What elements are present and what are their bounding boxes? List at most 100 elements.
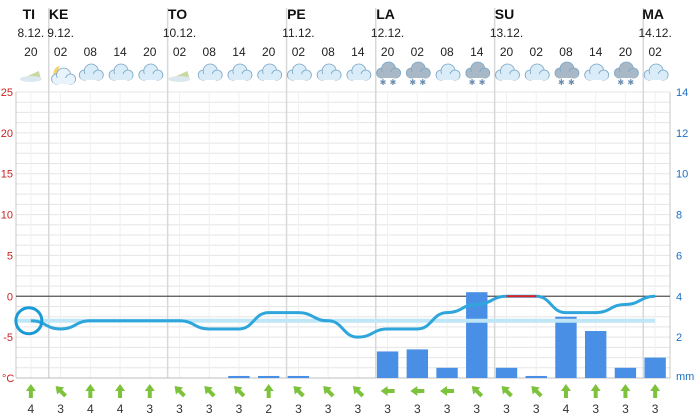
cloud-icon [197,63,223,81]
current-temperature-marker [14,306,44,336]
precipitation-bar [525,375,547,378]
precipitation-tick-label: 2 [676,332,682,344]
wind-speed-label: 3 [355,402,362,416]
hour-label: 02 [648,45,662,59]
precipitation-tick-label: 6 [676,250,682,262]
cloud-icon [346,63,372,81]
wind-arrow-icon [323,386,335,398]
hour-label: 14 [470,45,484,59]
hour-label: 02 [292,45,306,59]
wind-arrow-icon [352,386,365,398]
svg-text:✱: ✱ [380,78,387,87]
wind-speed-label: 4 [117,402,124,416]
snow-cloud-icon: ✱ ✱ [405,61,431,87]
wind-speed-label: 3 [414,402,421,416]
precipitation-bar [466,292,488,378]
cloud-icon [435,63,461,81]
svg-text:✱: ✱ [627,78,634,87]
wind-arrow-icon [25,384,36,398]
precipitation-unit-label: mm [676,371,694,383]
wind-arrow-icon [531,386,543,398]
wind-arrow-icon [293,386,305,398]
temperature-tick-label: -5 [3,332,13,344]
svg-text:✱: ✱ [568,78,575,87]
hour-label: 08 [84,45,98,59]
wind-arrow-icon [144,384,155,398]
snow-cloud-icon: ✱ ✱ [614,61,639,87]
precipitation-bar [644,357,666,378]
date-label: 13.12. [490,26,523,40]
moon-cloud-icon [19,71,42,82]
wind-speed-label: 3 [503,402,510,416]
cloud-icon [584,63,610,81]
wind-arrow-icon [620,384,631,398]
wind-arrow-icon [55,386,67,398]
wind-arrow-icon [440,386,455,396]
day-label: TI [23,6,35,22]
svg-text:✱: ✱ [479,78,486,87]
wind-arrow-icon [263,384,274,398]
hour-label: 14 [113,45,127,59]
wind-arrow-icon [501,386,513,398]
cloud-icon [227,63,253,81]
wind-arrow-icon [380,386,395,396]
wind-speed-label: 3 [295,402,302,416]
precipitation-bar [287,375,310,378]
hour-label: 08 [203,45,217,59]
precipitation-bar [584,331,607,378]
day-label: KE [49,6,68,22]
wind-speed-label: 3 [384,402,391,416]
day-label: LA [376,6,395,22]
hour-label: 08 [559,45,573,59]
cloud-icon [78,63,104,81]
wind-speed-label: 4 [28,402,35,416]
hour-label: 14 [351,45,365,59]
wind-arrow-icon [410,386,425,396]
wind-speed-label: 2 [265,402,272,416]
hour-label: 20 [500,45,514,59]
date-label: 9.12. [47,26,74,40]
wind-speed-label: 3 [622,402,629,416]
hour-label: 14 [232,45,246,59]
wind-speed-label: 3 [236,402,243,416]
precipitation-tick-label: 8 [676,210,682,222]
wind-speed-label: 3 [325,402,332,416]
snow-cloud-icon: ✱ ✱ [376,61,401,87]
hour-label: 02 [411,45,425,59]
precipitation-tick-label: 4 [676,291,682,303]
day-label: SU [495,6,514,22]
wind-speed-label: 4 [87,402,94,416]
hour-label: 20 [262,45,276,59]
wind-speed-label: 3 [533,402,540,416]
wind-speed-label: 3 [57,402,64,416]
hour-label: 08 [440,45,454,59]
precipitation-bar [257,375,280,378]
wind-speed-label: 4 [563,402,570,416]
moon-cloud-icon [168,71,191,82]
svg-text:✱: ✱ [617,78,624,87]
cloud-icon [316,63,342,81]
date-label: 12.12. [371,26,404,40]
cloud-icon [643,63,669,81]
svg-text:✱: ✱ [409,78,416,87]
svg-text:✱: ✱ [390,78,397,87]
temperature-unit-label: °C [2,373,14,385]
snow-cloud-icon: ✱ ✱ [554,61,580,87]
hour-label: 20 [381,45,395,59]
cloud-icon [524,63,550,81]
temperature-tick-label: 25 [1,87,13,99]
precipitation-bar [228,375,250,378]
temperature-tick-label: 5 [7,250,13,262]
wind-arrow-icon [234,386,246,398]
svg-text:✱: ✱ [558,78,565,87]
hour-label: 02 [530,45,544,59]
hour-label: 20 [619,45,633,59]
cloud-icon [138,63,164,81]
hour-label: 14 [589,45,603,59]
day-label: MA [642,6,664,22]
wind-speed-label: 3 [146,402,153,416]
moon-icon [51,64,76,85]
hour-label: 20 [24,45,38,59]
temperature-tick-label: 15 [1,169,13,181]
